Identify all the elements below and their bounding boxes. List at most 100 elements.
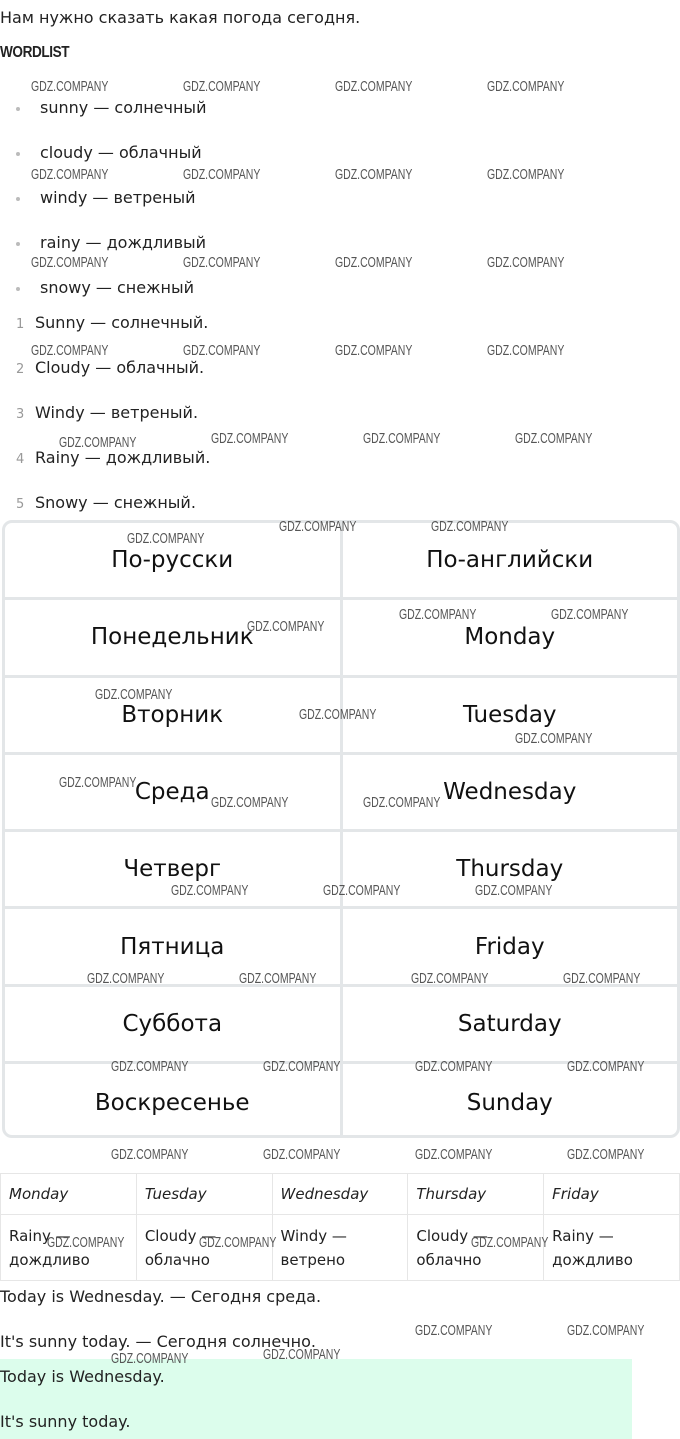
watermark: GDZ.COMPANY — [183, 342, 261, 359]
bullet-icon — [16, 241, 20, 246]
wordlist-heading: WORDLIST — [0, 44, 70, 61]
day-en: Sunday — [466, 1089, 553, 1116]
weather-cell: Rainy — дождливо — [0, 1214, 137, 1281]
weather-en: Cloudy — — [416, 1226, 488, 1245]
list-item-text: snowy — снежный — [40, 278, 194, 297]
list-item-text: sunny — солнечный — [40, 98, 207, 117]
answer-line: Today is Wednesday. — [0, 1367, 165, 1386]
watermark: GDZ.COMPANY — [31, 254, 109, 271]
sentence: Today is Wednesday. — Сегодня среда. — [0, 1287, 322, 1306]
watermark: GDZ.COMPANY — [335, 342, 413, 359]
numbered-item: 3 Windy — ветреный. — [16, 403, 198, 422]
days-header-row: По-русски По-английски — [5, 523, 677, 601]
list-item-text: windy — ветреный — [40, 188, 196, 207]
item-number: 2 — [16, 362, 25, 377]
watermark: GDZ.COMPANY — [263, 1146, 341, 1163]
weather-table: Monday Tuesday Wednesday Thursday Friday… — [0, 1173, 680, 1281]
table-row: Воскресенье Sunday — [5, 1064, 677, 1135]
day-en: Tuesday — [462, 701, 557, 728]
item-text: Snowy — снежный. — [35, 493, 196, 512]
watermark: GDZ.COMPANY — [363, 430, 441, 447]
header-cell: Tuesday — [135, 1173, 273, 1215]
day-en: Friday — [474, 933, 545, 960]
watermark: GDZ.COMPANY — [31, 166, 109, 183]
watermark: GDZ.COMPANY — [335, 254, 413, 271]
bullet-icon — [16, 196, 20, 201]
day-ru: Среда — [5, 754, 343, 830]
watermark: GDZ.COMPANY — [515, 430, 593, 447]
weather-cell: Windy — ветрено — [271, 1214, 409, 1281]
answer-box: Today is Wednesday. It's sunny today. — [0, 1359, 632, 1439]
weather-ru: дождливо — [9, 1250, 90, 1269]
item-number: 5 — [16, 497, 25, 512]
intro-text: Нам нужно сказать какая погода сегодня. — [0, 8, 361, 27]
watermark: GDZ.COMPANY — [487, 342, 565, 359]
weather-row: Rainy — дождливо Cloudy — облачно Windy — в… — [0, 1214, 680, 1281]
day-en: Wednesday — [443, 779, 577, 806]
watermark: GDZ.COMPANY — [183, 254, 261, 271]
weather-cell: Cloudy — облачно — [135, 1214, 273, 1281]
day-ru: Воскресенье — [5, 1064, 343, 1135]
watermark: GDZ.COMPANY — [487, 254, 565, 271]
days-table: По-русски По-английски Понедельник Monday … — [2, 520, 680, 1138]
list-item: snowy — снежный — [16, 278, 194, 297]
numbered-item: 2 Cloudy — облачный. — [16, 358, 204, 377]
list-item: windy — ветреный — [16, 188, 196, 207]
header-cell: Wednesday — [271, 1173, 409, 1215]
bullet-icon — [16, 286, 20, 291]
table-row: Суббота Saturday — [5, 986, 677, 1065]
watermark: GDZ.COMPANY — [31, 342, 109, 359]
header-cell: Thursday — [407, 1173, 545, 1215]
watermark: GDZ.COMPANY — [111, 1146, 189, 1163]
numbered-item: 1 Sunny — солнечный. — [16, 313, 208, 332]
watermark: GDZ.COMPANY — [183, 166, 261, 183]
item-text: Cloudy — облачный. — [35, 358, 205, 377]
item-number: 3 — [16, 407, 25, 422]
watermark: GDZ.COMPANY — [567, 1146, 645, 1163]
day-en: Monday — [464, 624, 556, 651]
weather-en: Windy — — [280, 1226, 347, 1245]
weather-ru: облачно — [416, 1250, 482, 1269]
list-item: cloudy — облачный — [16, 143, 202, 162]
header-english: По-английски — [426, 547, 594, 574]
list-item: rainy — дождливый — [16, 233, 206, 252]
day-en: Thursday — [456, 856, 564, 883]
watermark: GDZ.COMPANY — [415, 1322, 493, 1339]
sentence: It's sunny today. — Сегодня солнечно. — [0, 1332, 316, 1351]
bullet-icon — [16, 106, 20, 111]
list-item: sunny — солнечный — [16, 98, 206, 117]
table-row: Пятница Friday — [5, 909, 677, 987]
weather-header-row: Monday Tuesday Wednesday Thursday Friday — [0, 1173, 680, 1215]
day-ru: Понедельник — [5, 600, 343, 675]
list-item-text: rainy — дождливый — [40, 233, 207, 252]
watermark: GDZ.COMPANY — [183, 78, 261, 95]
watermark: GDZ.COMPANY — [487, 78, 565, 95]
table-row: Понедельник Monday — [5, 600, 677, 678]
weather-ru: дождливо — [552, 1250, 633, 1269]
day-ru: Вторник — [5, 677, 343, 752]
weather-en: Rainy — — [9, 1226, 71, 1245]
watermark: GDZ.COMPANY — [211, 430, 289, 447]
weather-en: Rainy — — [552, 1226, 614, 1245]
item-number: 1 — [16, 317, 25, 332]
header-cell: Monday — [0, 1173, 137, 1215]
answer-line: It's sunny today. — [0, 1412, 131, 1431]
day-ru: Суббота — [5, 986, 343, 1062]
item-text: Windy — ветреный. — [35, 403, 199, 422]
watermark: GDZ.COMPANY — [415, 1146, 493, 1163]
list-item-text: cloudy — облачный — [40, 143, 202, 162]
day-ru: Пятница — [5, 909, 343, 984]
watermark: GDZ.COMPANY — [567, 1322, 645, 1339]
item-text: Sunny — солнечный. — [35, 313, 209, 332]
weather-ru: ветрено — [280, 1250, 346, 1269]
bullet-icon — [16, 151, 20, 156]
header-cell: Friday — [543, 1173, 680, 1215]
weather-ru: облачно — [144, 1250, 210, 1269]
item-text: Rainy — дождливый. — [35, 448, 211, 467]
numbered-item: 5 Snowy — снежный. — [16, 493, 196, 512]
weather-cell: Rainy — дождливо — [543, 1214, 680, 1281]
watermark: GDZ.COMPANY — [31, 78, 109, 95]
item-number: 4 — [16, 452, 25, 467]
header-russian: По-русски — [5, 523, 343, 598]
table-row: Вторник Tuesday — [5, 677, 677, 755]
